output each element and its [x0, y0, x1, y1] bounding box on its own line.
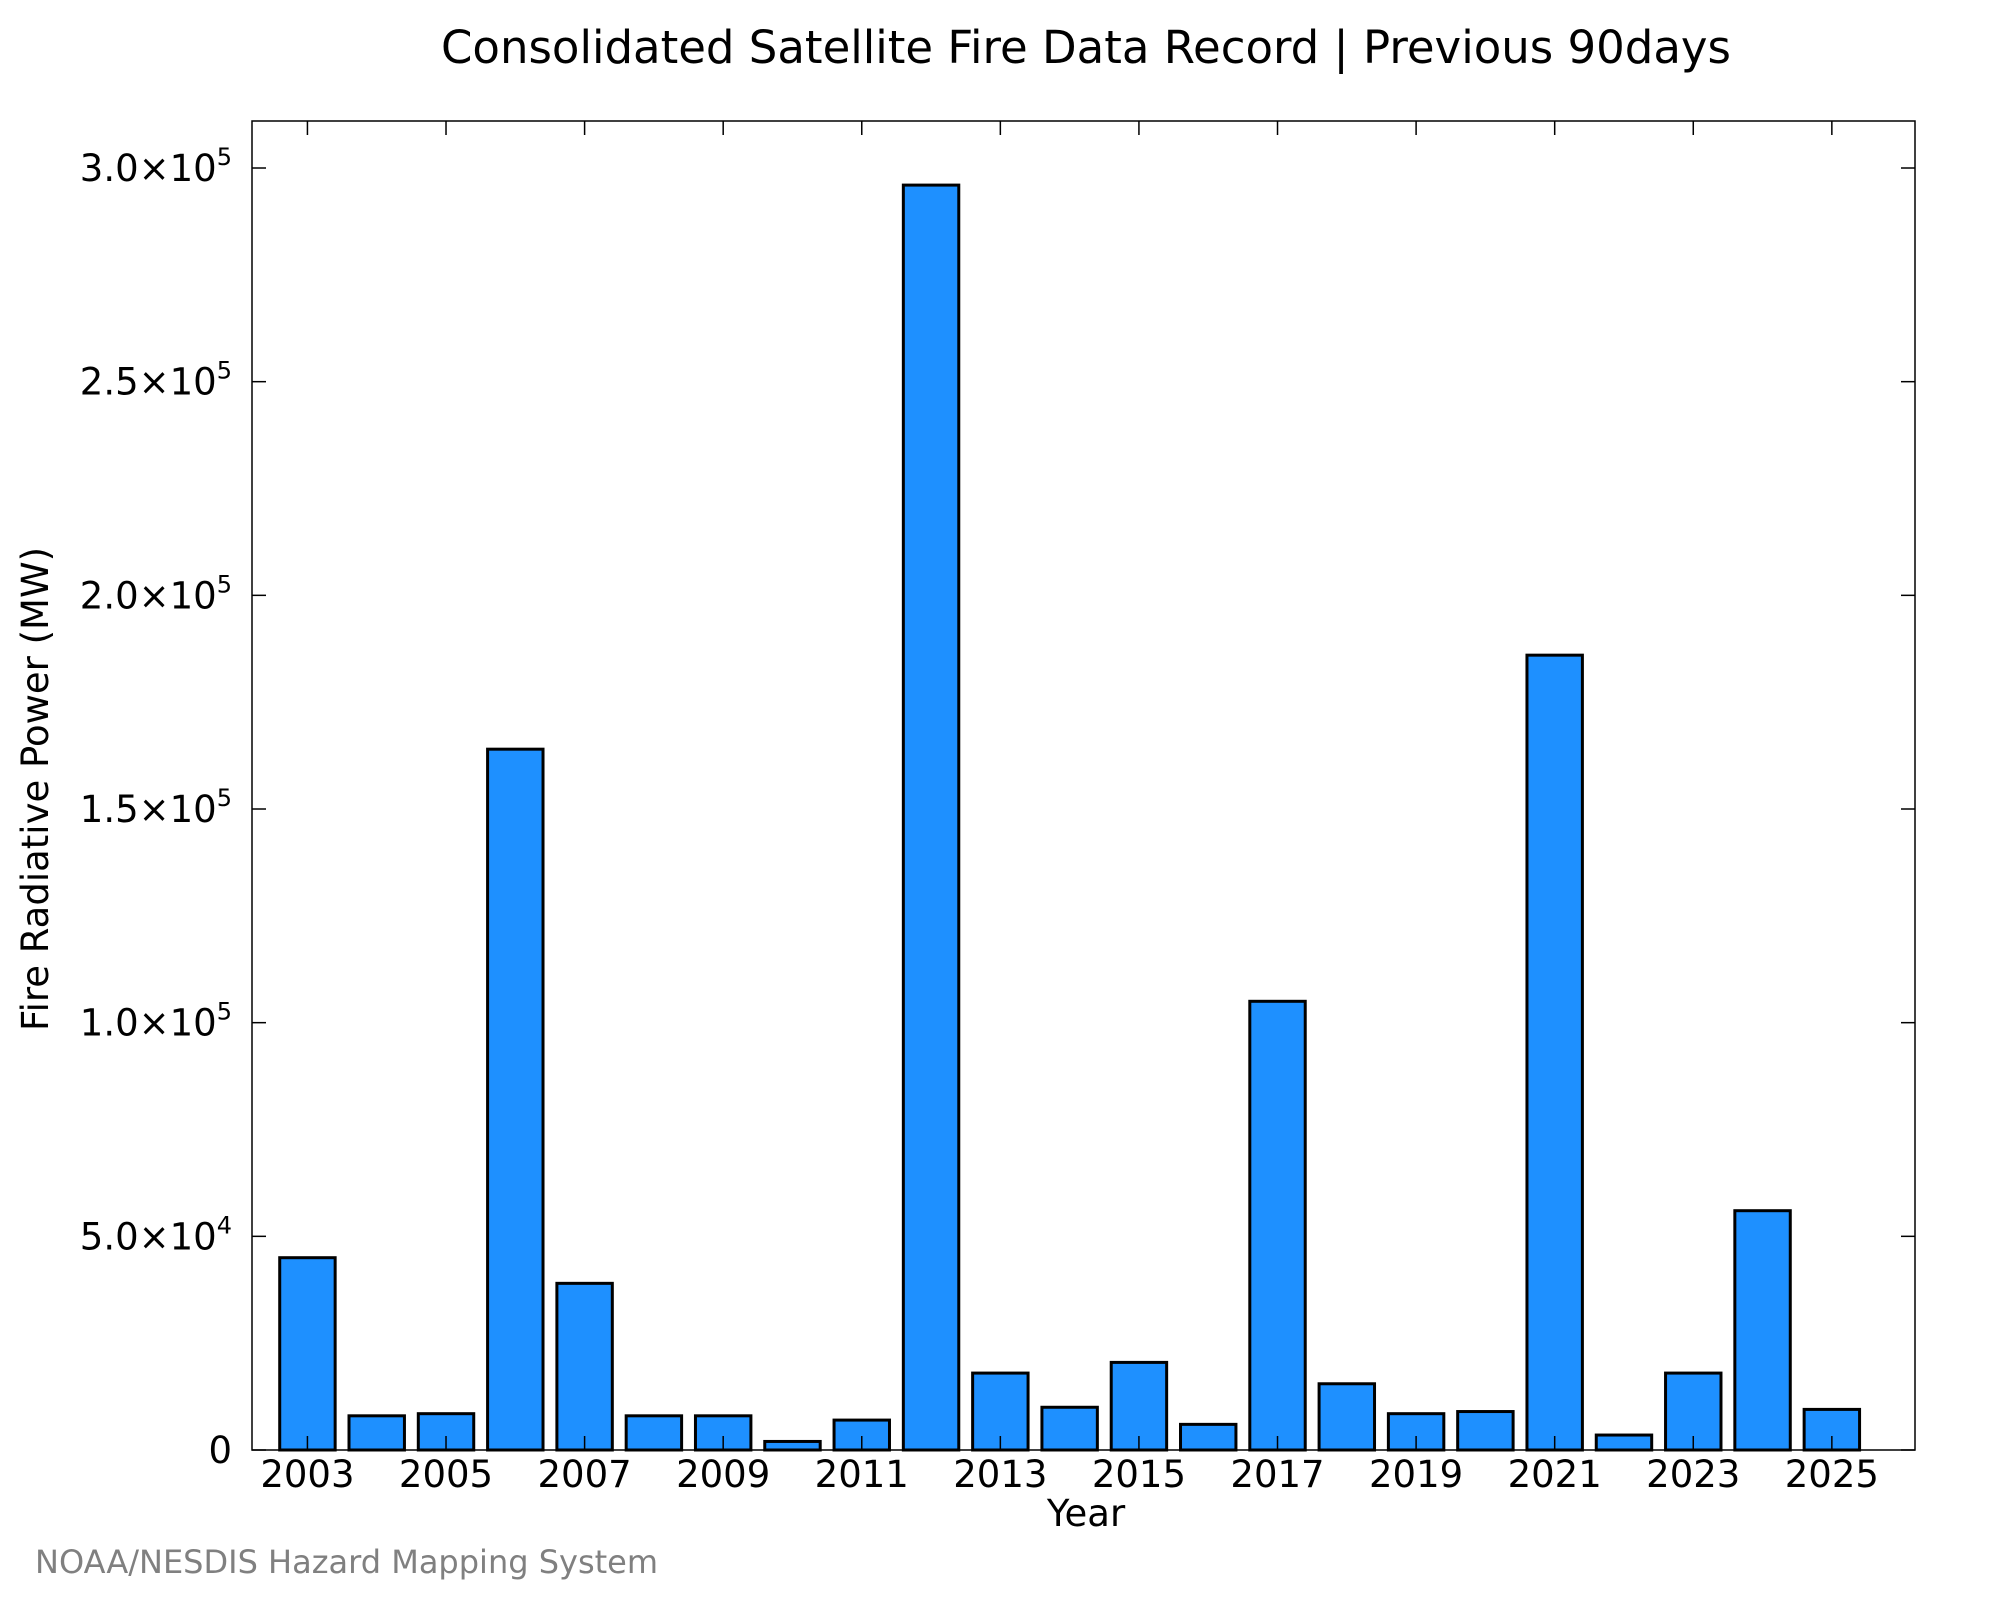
- y-axis-label: Fire Radiative Power (MW): [14, 547, 57, 1031]
- x-axis-label: Year: [1046, 1492, 1126, 1535]
- bar-2020: [1456, 1410, 1515, 1452]
- x-tick-label-2017: 2017: [1230, 1453, 1324, 1496]
- y-tick-label-50000: 5.0×104: [80, 1211, 232, 1258]
- y-tick-label-200000: 2.0×105: [80, 570, 232, 617]
- x-tick-label-2009: 2009: [676, 1453, 770, 1496]
- bar-2007: [555, 1281, 614, 1452]
- x-tick-label-2023: 2023: [1646, 1453, 1740, 1496]
- bar-2014: [1040, 1405, 1099, 1452]
- x-tick-label-2015: 2015: [1092, 1453, 1186, 1496]
- y-tick-label-300000: 3.0×105: [80, 143, 232, 190]
- y-axis-ticks: 0 5.0×104 1.0×105 1.5×105 2.0×105 2.5×105 3.0×…: [80, 143, 1915, 1472]
- bar-2012: [901, 183, 961, 1452]
- x-tick-label-2021: 2021: [1508, 1453, 1602, 1496]
- bar-2010: [763, 1439, 822, 1452]
- x-tick-label-2005: 2005: [399, 1453, 493, 1496]
- credit-text: NOAA/NESDIS Hazard Mapping System: [35, 1543, 659, 1581]
- chart-title: Consolidated Satellite Fire Data Record …: [441, 21, 1731, 74]
- bar-2008: [624, 1414, 684, 1452]
- x-tick-label-2007: 2007: [538, 1453, 632, 1496]
- bars-group: [278, 183, 1862, 1452]
- y-tick-label-0: 0: [208, 1429, 232, 1472]
- bar-2017: [1248, 999, 1307, 1452]
- bar-2016: [1179, 1422, 1238, 1452]
- bar-2024: [1733, 1209, 1792, 1452]
- x-tick-label-2003: 2003: [260, 1453, 354, 1496]
- bar-2006: [486, 747, 545, 1452]
- x-tick-label-2025: 2025: [1785, 1453, 1879, 1496]
- bar-2018: [1317, 1382, 1377, 1452]
- bar-2021: [1525, 653, 1584, 1452]
- bar-2004: [347, 1414, 406, 1452]
- x-tick-label-2019: 2019: [1369, 1453, 1463, 1496]
- y-tick-label-250000: 2.5×105: [80, 357, 232, 404]
- bar-2003: [278, 1256, 337, 1452]
- plot-frame: [251, 120, 1916, 1451]
- x-axis-ticks: 2003 2005 2007 2009 2011 2013 2015 2017 2019 2021…: [260, 121, 1879, 1496]
- x-tick-label-2013: 2013: [953, 1453, 1047, 1496]
- y-tick-label-150000: 1.5×105: [80, 784, 232, 831]
- x-tick-label-2011: 2011: [815, 1453, 909, 1496]
- y-tick-label-100000: 1.0×105: [80, 998, 232, 1045]
- bar-2022: [1594, 1433, 1654, 1452]
